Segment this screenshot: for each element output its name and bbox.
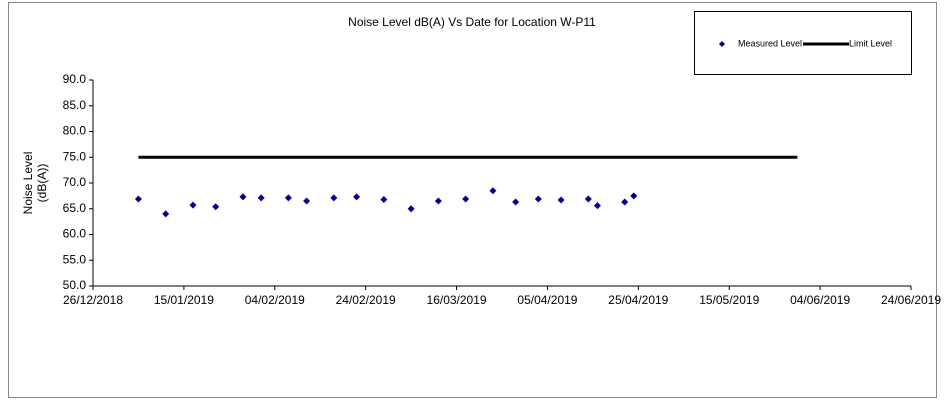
y-tick-label: 75.0 xyxy=(63,149,87,163)
data-point xyxy=(407,205,415,213)
data-point xyxy=(630,192,638,200)
data-point xyxy=(462,195,470,203)
legend-symbol xyxy=(719,41,725,47)
data-point xyxy=(534,195,542,203)
x-tick-label: 15/05/2019 xyxy=(699,293,759,307)
x-tick-label: 24/06/2019 xyxy=(881,293,941,307)
y-tick-label: 50.0 xyxy=(63,278,87,292)
legend-label: Measured Level xyxy=(738,38,802,48)
data-point xyxy=(621,198,629,206)
y-axis-label: Noise Level(dB(A)) xyxy=(21,152,49,215)
data-point xyxy=(380,195,388,203)
data-point xyxy=(434,197,442,205)
data-point xyxy=(257,194,265,202)
data-point xyxy=(212,203,220,211)
x-tick-label: 05/04/2019 xyxy=(517,293,577,307)
data-point xyxy=(134,195,142,203)
x-tick-label: 16/03/2019 xyxy=(427,293,487,307)
x-tick-label: 15/01/2019 xyxy=(154,293,214,307)
x-tick-label: 24/02/2019 xyxy=(336,293,396,307)
data-point xyxy=(353,193,361,201)
x-tick-label: 26/12/2018 xyxy=(63,293,123,307)
y-tick-label: 55.0 xyxy=(63,252,87,266)
data-point xyxy=(189,201,197,209)
legend-label: Limit Level xyxy=(849,38,892,48)
x-tick-label: 04/02/2019 xyxy=(245,293,305,307)
y-tick-label: 90.0 xyxy=(63,72,87,86)
data-point xyxy=(557,196,565,204)
data-point xyxy=(284,194,292,202)
chart-title: Noise Level dB(A) Vs Date for Location W… xyxy=(348,15,596,29)
y-tick-label: 60.0 xyxy=(63,227,87,241)
data-point xyxy=(239,193,247,201)
x-tick-label: 04/06/2019 xyxy=(790,293,850,307)
data-point xyxy=(512,198,520,206)
x-tick-label: 25/04/2019 xyxy=(608,293,668,307)
data-point xyxy=(593,202,601,210)
data-point xyxy=(303,197,311,205)
y-tick-label: 70.0 xyxy=(63,175,87,189)
y-tick-label: 80.0 xyxy=(63,124,87,138)
data-point xyxy=(330,194,338,202)
data-point xyxy=(489,187,497,195)
y-tick-label: 85.0 xyxy=(63,98,87,112)
y-tick-label: 65.0 xyxy=(63,201,87,215)
data-point xyxy=(584,195,592,203)
data-point xyxy=(162,210,170,218)
